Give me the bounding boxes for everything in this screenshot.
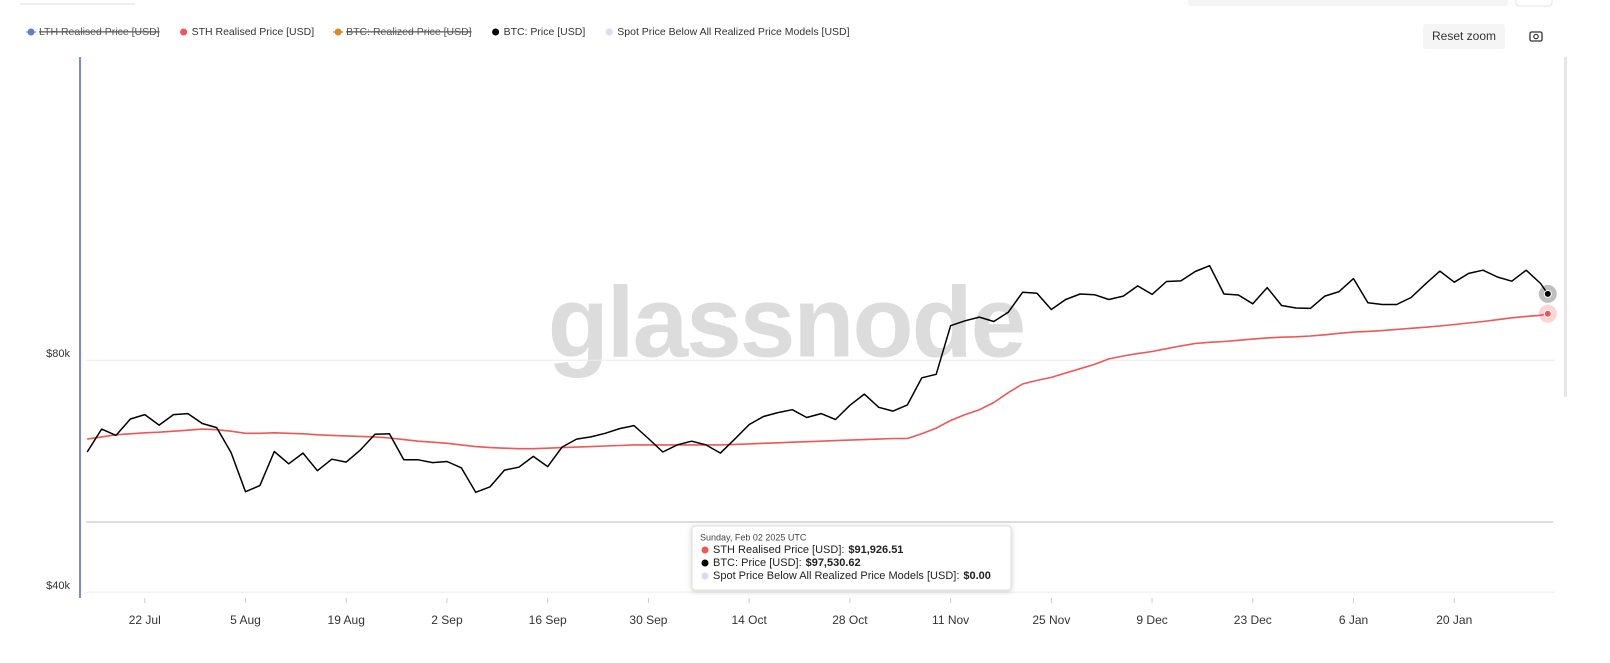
- tooltip-box: [691, 525, 1012, 591]
- watermark: glassnode: [548, 266, 1025, 378]
- legend-label: STH Realised Price [USD]: [192, 26, 315, 38]
- camera-lens[interactable]: [1533, 33, 1539, 40]
- x-tick-label: 23 Dec: [1234, 613, 1272, 627]
- tooltip-name: BTC: Price [USD]: [713, 557, 799, 569]
- legend-marker: [27, 28, 35, 36]
- tooltip-colon: :: [799, 557, 802, 569]
- hover-point: [1543, 309, 1552, 318]
- legend-marker: [334, 28, 342, 36]
- tooltip-value: $91,926.51: [848, 544, 903, 556]
- y-tick-label: $40k: [46, 580, 70, 592]
- x-tick-label: 19 Aug: [328, 613, 365, 627]
- camera-icon[interactable]: [1529, 31, 1543, 42]
- tooltip-colon: :: [956, 570, 959, 582]
- y-tick-label: $80k: [46, 348, 70, 360]
- x-tick-label: 11 Nov: [932, 613, 969, 627]
- legend-marker: [492, 28, 500, 36]
- x-tick-label: 14 Oct: [731, 613, 767, 627]
- x-tick-label: 25 Nov: [1032, 613, 1070, 627]
- x-tick-label: 16 Sep: [529, 613, 567, 627]
- scrollbar[interactable]: [1564, 57, 1567, 397]
- legend-label: BTC: Price [USD]: [504, 26, 586, 38]
- tooltip-name: STH Realised Price [USD]: [713, 544, 841, 556]
- tooltip: Sunday, Feb 02 2025 UTC STH Realised Pric…: [691, 525, 1012, 591]
- legend-marker: [180, 28, 188, 36]
- x-tick-label: 30 Sep: [629, 613, 667, 627]
- tooltip-value: $97,530.62: [806, 557, 861, 569]
- series-line: [86, 264, 1549, 494]
- x-tick-label: 20 Jan: [1436, 613, 1472, 627]
- camera-body[interactable]: [1529, 31, 1543, 42]
- top-control: [1188, 0, 1508, 6]
- tooltip-title: Sunday, Feb 02 2025 UTC: [700, 532, 807, 542]
- x-tick-label: 2 Sep: [431, 613, 463, 627]
- tooltip-value: $0.00: [963, 570, 991, 582]
- top-control: [1515, 0, 1553, 7]
- x-tick-label: 6 Jan: [1339, 613, 1368, 627]
- tooltip-colon: :: [841, 544, 844, 556]
- tooltip-marker: [701, 546, 709, 554]
- tooltip-name: Spot Price Below All Realized Price Mode…: [713, 570, 956, 582]
- plot: glassnode $40k $80k 22 Jul 5 Aug 19 Aug 2 Sep 1…: [26, 26, 1557, 627]
- legend-label: Spot Price Below All Realized Price Mode…: [617, 26, 849, 38]
- legend-marker: [605, 28, 613, 36]
- x-tick-label: 28 Oct: [832, 613, 868, 627]
- reset-zoom-label[interactable]: Reset zoom: [1432, 29, 1496, 43]
- x-tick-label: 9 Dec: [1136, 613, 1167, 627]
- tooltip-marker: [701, 559, 709, 567]
- x-tick-label: 5 Aug: [230, 613, 261, 627]
- series-line: [87, 312, 1548, 450]
- hover-point: [1543, 289, 1552, 298]
- tooltip-marker: [701, 572, 709, 580]
- x-tick-label: 22 Jul: [129, 613, 161, 627]
- reset-zoom-button[interactable]: [1423, 24, 1505, 49]
